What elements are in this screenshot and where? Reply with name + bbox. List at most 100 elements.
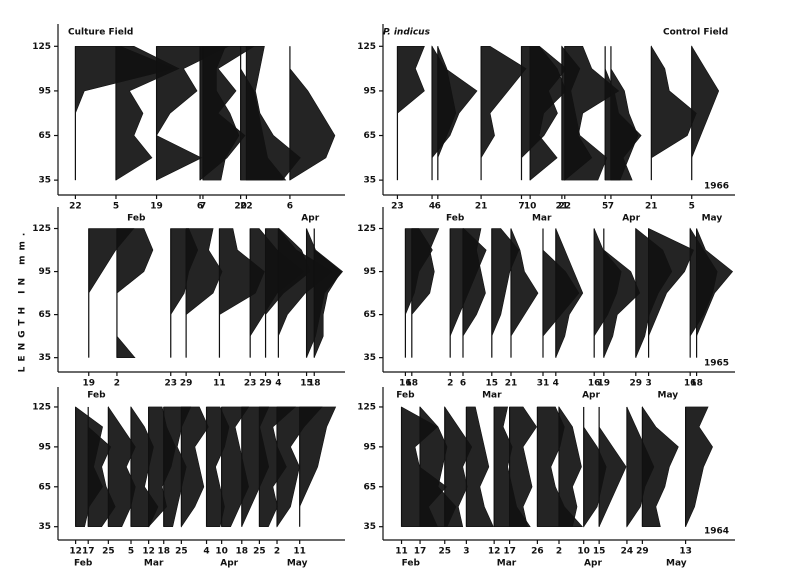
x-tick-label: 13: [679, 547, 692, 557]
y-tick-label: 65: [363, 131, 376, 141]
y-tick-label: 65: [363, 310, 376, 320]
x-tick-label: 21: [645, 202, 658, 212]
x-tick-label: 18: [157, 547, 170, 557]
year-label: 1965: [704, 359, 729, 369]
x-tick-label: 3: [645, 379, 651, 389]
year-label: 1964: [704, 527, 729, 537]
y-tick-label: 65: [38, 131, 51, 141]
frequency-polygon: [558, 405, 582, 527]
y-tick-label: 65: [38, 310, 51, 320]
month-label: May: [702, 214, 723, 224]
x-tick-label: 25: [253, 547, 266, 557]
x-tick-label: 12: [488, 547, 501, 557]
frequency-polygon: [685, 406, 713, 527]
y-tick-label: 95: [363, 86, 376, 96]
frequency-polygon: [276, 406, 323, 528]
frequency-polygon: [397, 46, 425, 181]
month-label: Feb: [402, 559, 421, 569]
panel-title: Culture Field: [68, 28, 133, 38]
y-tick-label: 95: [363, 267, 376, 277]
x-tick-label: 7: [518, 202, 524, 212]
figure-title: P. indicus: [383, 28, 431, 38]
x-tick-label: 16: [399, 379, 412, 389]
frequency-polygon: [642, 405, 679, 527]
frequency-polygon: [509, 406, 537, 527]
x-tick-label: 11: [293, 547, 306, 557]
month-label: Apr: [582, 391, 600, 401]
month-label: Apr: [584, 559, 602, 569]
x-tick-label: 2: [447, 379, 453, 389]
x-tick-label: 18: [236, 547, 249, 557]
y-tick-label: 35: [363, 353, 376, 363]
x-tick-label: 21: [556, 202, 569, 212]
y-tick-label: 125: [357, 402, 376, 412]
frequency-polygon: [555, 228, 584, 358]
frequency-polygon: [466, 406, 494, 527]
frequency-polygon: [651, 45, 697, 181]
y-tick-label: 35: [38, 522, 51, 532]
x-tick-label: 2: [114, 379, 120, 389]
x-tick-label: 16: [588, 379, 601, 389]
y-axis-label: LENGTH IN mm.: [18, 228, 28, 373]
x-tick-label: 4: [275, 379, 281, 389]
x-tick-label: 5: [128, 547, 134, 557]
x-tick-label: 17: [82, 547, 95, 557]
x-tick-label: 3: [463, 547, 469, 557]
x-tick-label: 29: [180, 379, 193, 389]
x-tick-label: 23: [244, 379, 257, 389]
x-tick-label: 15: [300, 379, 313, 389]
frequency-polygon: [648, 228, 694, 358]
frequency-polygon: [115, 46, 180, 181]
x-tick-label: 6: [197, 202, 203, 212]
frequency-polygon: [480, 46, 527, 181]
month-label: Feb: [127, 214, 146, 224]
month-label: Feb: [87, 391, 106, 401]
x-tick-label: 5: [113, 202, 119, 212]
frequency-polygon: [462, 228, 486, 358]
x-tick-label: 2: [556, 547, 562, 557]
x-tick-label: 6: [287, 202, 293, 212]
x-tick-label: 11: [395, 547, 408, 557]
x-tick-label: 25: [438, 547, 451, 557]
x-tick-label: 18: [406, 379, 419, 389]
x-tick-label: 10: [577, 547, 590, 557]
year-label: 1966: [704, 182, 729, 192]
x-tick-label: 6: [435, 202, 441, 212]
y-tick-label: 65: [38, 482, 51, 492]
month-label: Feb: [74, 559, 93, 569]
month-label: Mar: [532, 214, 552, 224]
x-tick-label: 4: [203, 547, 209, 557]
x-tick-label: 19: [82, 379, 95, 389]
frequency-polygon: [108, 405, 136, 527]
x-tick-label: 29: [636, 547, 649, 557]
x-tick-label: 29: [630, 379, 643, 389]
x-tick-label: 12: [69, 547, 82, 557]
frequency-polygon: [510, 228, 539, 358]
y-tick-label: 125: [32, 42, 51, 52]
x-tick-label: 19: [598, 379, 611, 389]
month-label: Mar: [482, 391, 502, 401]
x-tick-label: 7: [200, 202, 206, 212]
x-tick-label: 22: [69, 202, 82, 212]
y-tick-label: 35: [363, 176, 376, 186]
x-tick-label: 4: [553, 379, 559, 389]
frequency-polygon: [299, 406, 337, 527]
month-label: May: [666, 559, 687, 569]
x-tick-label: 29: [259, 379, 272, 389]
x-tick-label: 10: [524, 202, 537, 212]
y-tick-label: 125: [32, 224, 51, 234]
month-label: Apr: [622, 214, 640, 224]
y-tick-label: 125: [32, 402, 51, 412]
month-label: Mar: [144, 559, 164, 569]
frequency-polygon: [444, 405, 473, 527]
frequency-polygon: [156, 46, 229, 181]
x-tick-label: 19: [150, 202, 163, 212]
frequency-polygon: [313, 228, 342, 358]
y-tick-label: 95: [38, 267, 51, 277]
month-label: Apr: [220, 559, 238, 569]
x-tick-label: 17: [414, 547, 427, 557]
month-label: Mar: [497, 559, 517, 569]
x-tick-label: 26: [531, 547, 544, 557]
frequency-polygon: [289, 46, 336, 181]
